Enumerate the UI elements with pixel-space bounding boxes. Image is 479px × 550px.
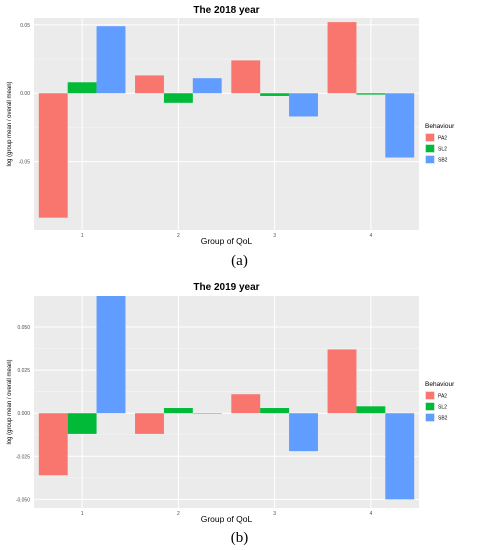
chart-2018-legend-title: Behaviour bbox=[425, 123, 455, 130]
chart-2019-legend-swatch-pa2 bbox=[425, 391, 435, 400]
chart-2019-bar-sl2-3 bbox=[260, 408, 290, 414]
chart-2019-y-tick-label: 0.050 bbox=[17, 325, 30, 331]
chart-2018-bar-sb2-2 bbox=[192, 78, 222, 94]
chart-2019-legend-label-pa2: PA2 bbox=[438, 394, 447, 400]
chart-2019-x-axis-label: Group of QoL bbox=[201, 514, 253, 524]
chart-2018-bar-sb2-4 bbox=[385, 93, 415, 158]
chart-2018-bar-sl2-1 bbox=[67, 82, 97, 94]
chart-2018-x-tick-label: 1 bbox=[81, 233, 84, 239]
chart-2018-y-axis-label: log (group mean / overall mean) bbox=[7, 81, 13, 166]
chart-2018-x-axis-label: Group of QoL bbox=[201, 236, 253, 246]
chart-2018-panel bbox=[34, 18, 419, 230]
chart-2019-legend-swatch-sl2 bbox=[425, 402, 435, 411]
chart-2018-legend-swatch-sl2 bbox=[425, 144, 435, 153]
chart-2019-legend-label-sl2: SL2 bbox=[438, 405, 447, 411]
chart-2018-bar-sb2-1 bbox=[96, 26, 126, 94]
chart-2019-y-tick-label: -0.025 bbox=[16, 454, 30, 460]
chart-2019-legend-label-sb2: SB2 bbox=[438, 416, 448, 422]
chart-2019-bar-sb2-2 bbox=[192, 413, 222, 414]
chart-2019-bar-sl2-4 bbox=[356, 406, 386, 414]
chart-2019-bar-sl2-2 bbox=[163, 408, 193, 414]
chart-2018-y-tick-label: 0.00 bbox=[20, 91, 30, 97]
chart-2018-y-tick-label: 0.05 bbox=[20, 23, 30, 29]
chart-2019-legend-title: Behaviour bbox=[425, 381, 455, 388]
chart-2018-y-tick-label: -0.05 bbox=[19, 160, 31, 166]
caption-b: (b) bbox=[230, 530, 249, 546]
chart-2019-bar-sb2-1 bbox=[96, 296, 126, 414]
chart-2018-bar-pa2-1 bbox=[38, 93, 68, 218]
chart-2018-legend-swatch-pa2 bbox=[425, 133, 435, 142]
chart-2019-title: The 2019 year bbox=[193, 282, 259, 293]
chart-2018-x-tick-label: 4 bbox=[369, 233, 372, 239]
chart-2019-bar-sb2-4 bbox=[385, 413, 415, 500]
chart-2018-bar-sl2-3 bbox=[260, 93, 290, 96]
chart-2019-x-tick-label: 2 bbox=[177, 511, 180, 517]
chart-2018-x-tick-label: 2 bbox=[177, 233, 180, 239]
chart-2019-x-tick-label: 1 bbox=[81, 511, 84, 517]
chart-2018-bar-pa2-4 bbox=[327, 22, 357, 94]
chart-2019-y-tick-label: 0.025 bbox=[17, 368, 30, 374]
chart-2018-legend-label-sb2: SB2 bbox=[438, 158, 448, 164]
chart-2019-bar-sl2-1 bbox=[67, 413, 97, 434]
chart-2018-title: The 2018 year bbox=[193, 5, 259, 16]
chart-2019-bar-pa2-3 bbox=[231, 394, 261, 414]
chart-2019-bar-sb2-3 bbox=[289, 413, 318, 452]
chart-2019-y-tick-label: 0.000 bbox=[17, 411, 30, 417]
chart-2018-bar-pa2-2 bbox=[135, 75, 164, 94]
chart-2018-bar-sl2-4 bbox=[356, 93, 386, 95]
chart-2018-legend-label-pa2: PA2 bbox=[438, 136, 447, 142]
chart-2019-bar-pa2-4 bbox=[327, 349, 357, 414]
chart-2018-legend-label-sl2: SL2 bbox=[438, 147, 447, 153]
caption-a: (a) bbox=[231, 253, 248, 269]
chart-2019-legend-swatch-sb2 bbox=[425, 413, 435, 422]
chart-2018-bar-sl2-2 bbox=[163, 93, 193, 103]
chart-2019-x-tick-label: 3 bbox=[273, 511, 276, 517]
chart-2018-bar-sb2-3 bbox=[289, 93, 318, 117]
chart-2018-x-tick-label: 3 bbox=[273, 233, 276, 239]
chart-2019-bar-pa2-2 bbox=[135, 413, 164, 434]
chart-2019-panel bbox=[34, 296, 419, 508]
chart-2018-bar-pa2-3 bbox=[231, 60, 261, 94]
chart-2019-y-tick-label: -0.050 bbox=[16, 497, 30, 503]
chart-2019-x-tick-label: 4 bbox=[369, 511, 372, 517]
chart-2018-legend-swatch-sb2 bbox=[425, 155, 435, 164]
chart-2019-y-axis-label: log (group mean / overall mean) bbox=[7, 359, 13, 444]
chart-2019-bar-pa2-1 bbox=[38, 413, 68, 476]
